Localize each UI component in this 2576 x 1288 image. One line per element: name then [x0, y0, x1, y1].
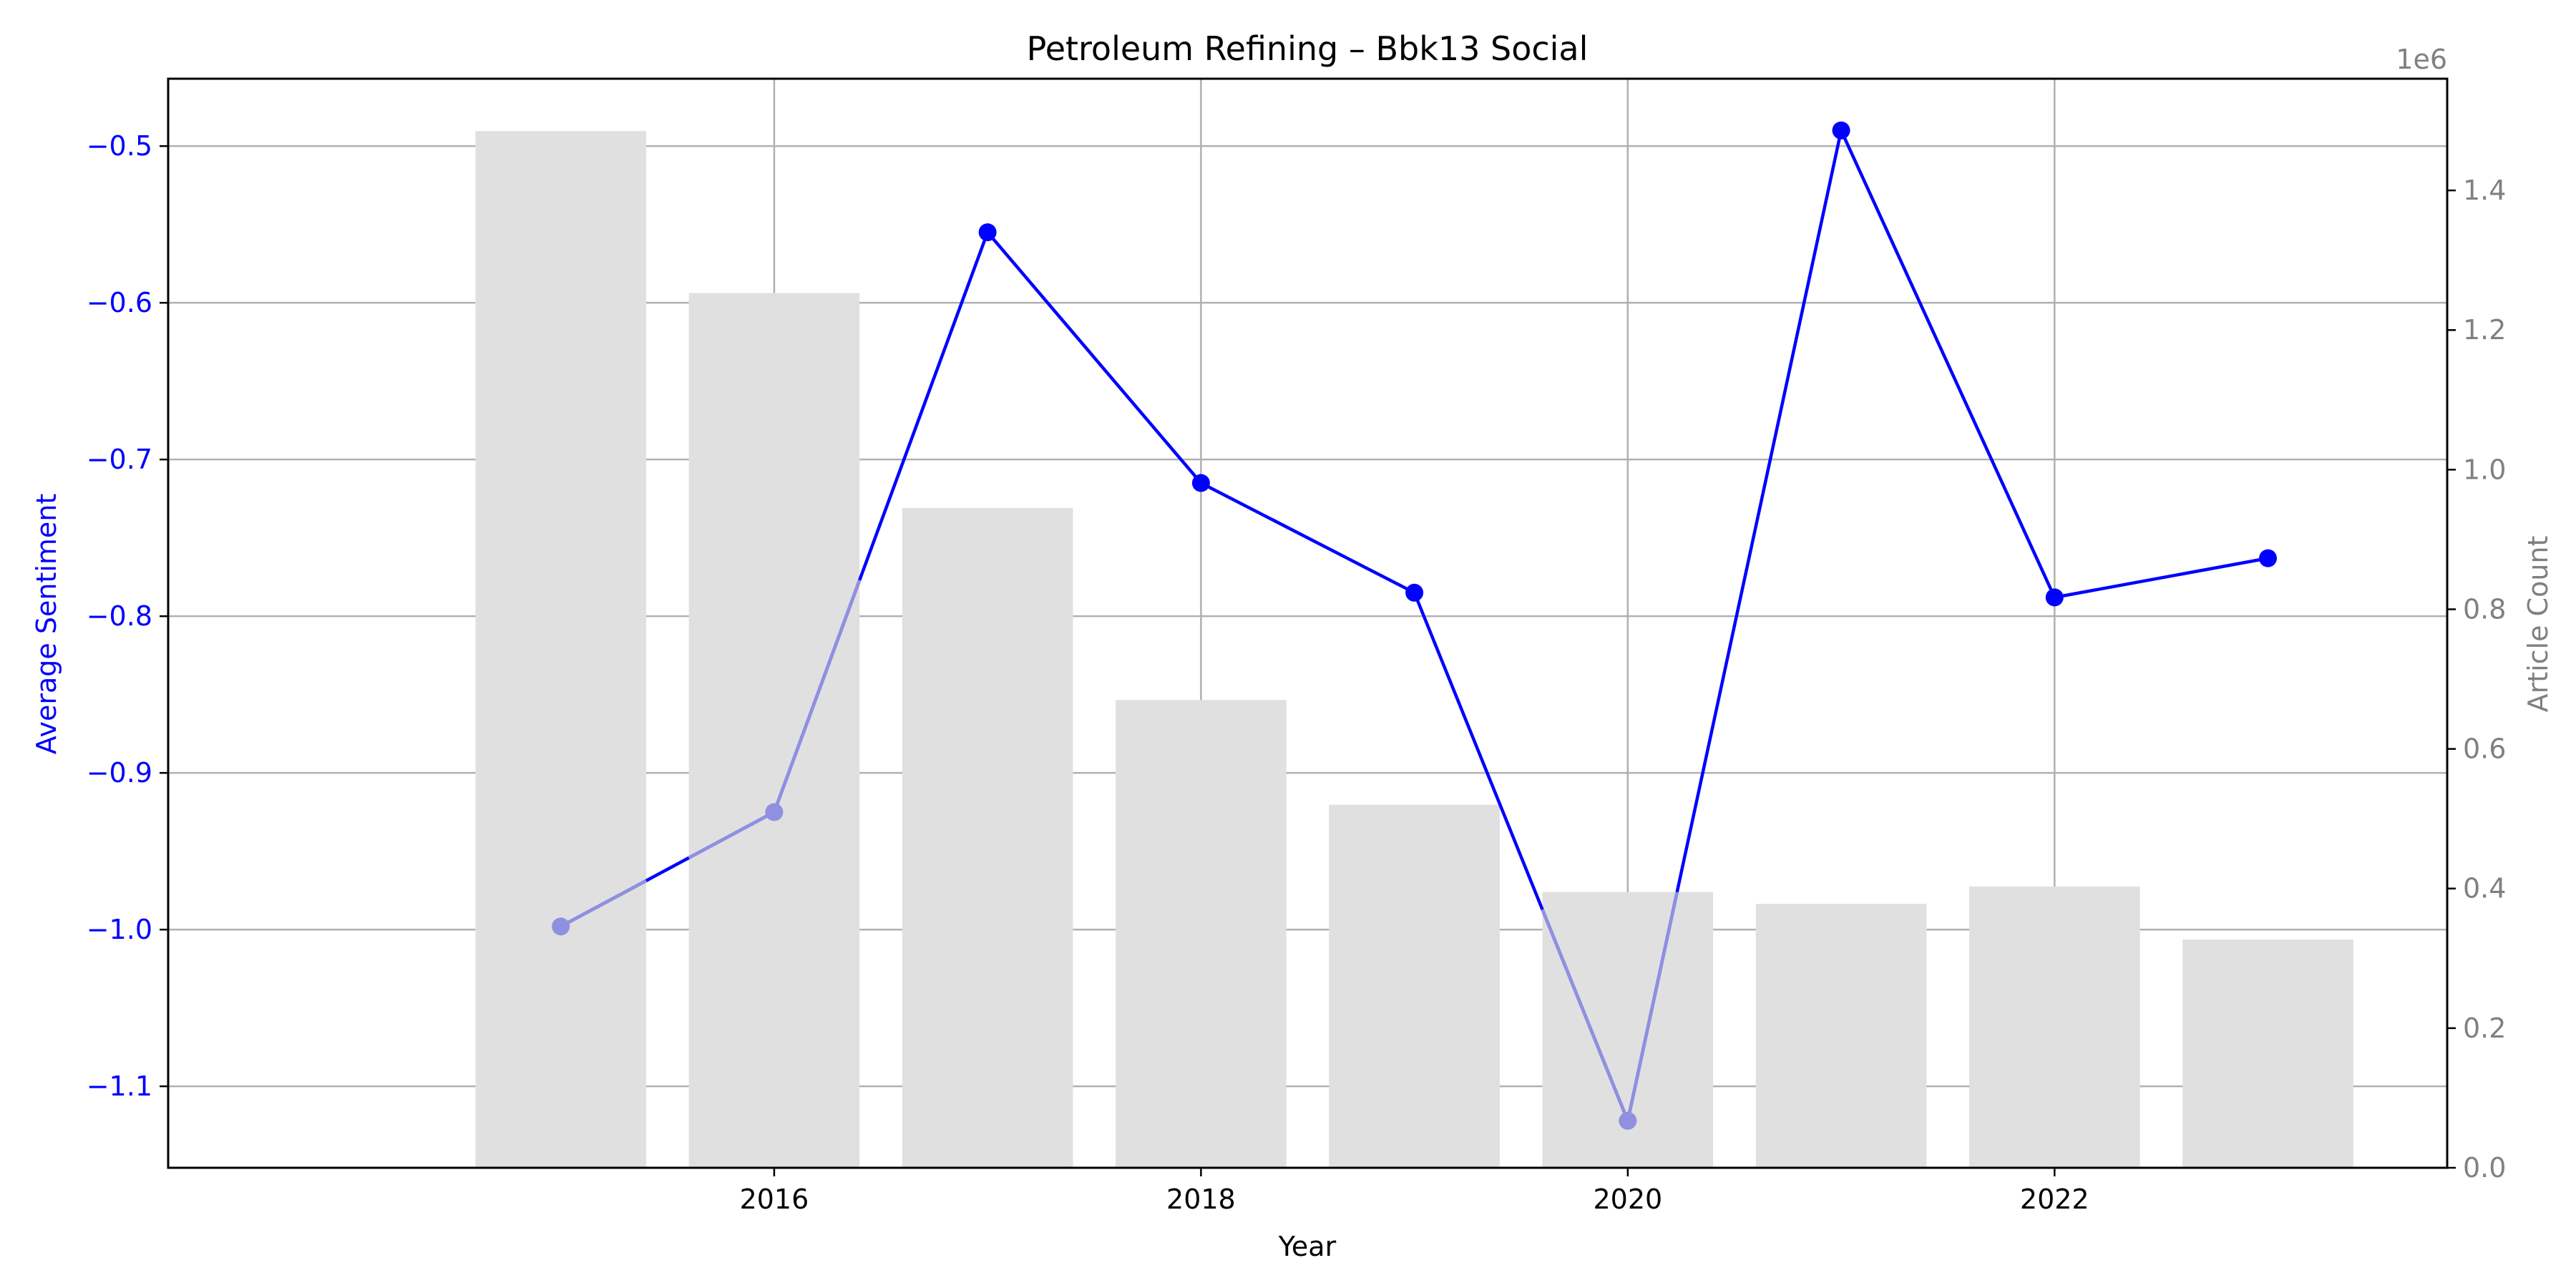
- x-tick-label-2020: 2020: [1593, 1184, 1662, 1215]
- overlay-seg-2020b: [1626, 892, 1679, 1121]
- overlay-seg-2015: [560, 879, 648, 928]
- sentiment-point-2021: [1832, 121, 1850, 140]
- x-axis-label: Year: [1278, 1231, 1337, 1262]
- overlay-segments: [552, 579, 1679, 1130]
- y-axis-left-label: Average Sentiment: [31, 494, 62, 755]
- bar-2018: [1116, 700, 1287, 1168]
- y-axis-left-ticks: −0.5 −0.6 −0.7 −0.8 −0.9 −1.0 −1.1: [87, 130, 168, 1102]
- x-tick-label-2018: 2018: [1166, 1184, 1236, 1215]
- y2-tick-label-5: 1.0: [2463, 454, 2506, 485]
- y2-tick-label-7: 1.4: [2463, 175, 2506, 206]
- bar-2022: [1968, 886, 2140, 1168]
- y-axis-right-offset-text: 1e6: [2396, 44, 2447, 75]
- y-tick-label-2: −0.7: [87, 444, 152, 475]
- y-tick-label-3: −0.8: [87, 600, 152, 632]
- sentiment-point-2020: [1619, 1111, 1637, 1130]
- sentiment-point-2019: [1405, 583, 1424, 602]
- y2-tick-label-1: 0.2: [2463, 1013, 2506, 1044]
- y-tick-label-6: −1.1: [87, 1070, 152, 1102]
- overlay-seg-2016b: [772, 579, 862, 813]
- x-tick-label-2022: 2022: [2020, 1184, 2089, 1215]
- bar-2023: [2182, 939, 2353, 1168]
- y-tick-label-1: −0.6: [87, 287, 152, 318]
- plot-frame: [167, 77, 2449, 1169]
- sentiment-point-2018: [1191, 474, 1210, 492]
- y2-tick-label-3: 0.6: [2463, 733, 2506, 765]
- bar-2021: [1755, 904, 1927, 1168]
- bar-2016: [688, 293, 860, 1169]
- sentiment-point-2017: [978, 223, 997, 242]
- sentiment-point-2023: [2258, 549, 2277, 567]
- y-tick-label-0: −0.5: [87, 130, 152, 162]
- y-axis-right-label: Article Count: [2522, 536, 2554, 713]
- y-axis-right-ticks: 0.0 0.2 0.4 0.6 0.8 1.0 1.2 1.4: [2447, 175, 2506, 1184]
- chart-title: Petroleum Refining – Bbk13 Social: [1027, 29, 1589, 68]
- sentiment-point-2022: [2045, 588, 2064, 607]
- y-tick-label-5: −1.0: [87, 914, 152, 945]
- sentiment-point-2015: [552, 917, 570, 936]
- bar-2017: [902, 508, 1073, 1168]
- y-tick-label-4: −0.9: [87, 757, 152, 789]
- x-axis-ticks: 2016 2018 2020 2022: [740, 1168, 2089, 1215]
- bar-2015: [475, 131, 647, 1168]
- bar-2019: [1329, 804, 1500, 1168]
- x-tick-label-2016: 2016: [740, 1184, 809, 1215]
- y2-tick-label-0: 0.0: [2463, 1152, 2506, 1184]
- y2-tick-label-4: 0.8: [2463, 593, 2506, 625]
- overlay-seg-2020a: [1541, 909, 1629, 1122]
- y2-tick-label-6: 1.2: [2463, 314, 2506, 346]
- y2-tick-label-2: 0.4: [2463, 873, 2506, 904]
- sentiment-point-2016: [765, 803, 784, 821]
- bars: [475, 131, 2353, 1169]
- overlay-seg-2016a: [688, 810, 776, 859]
